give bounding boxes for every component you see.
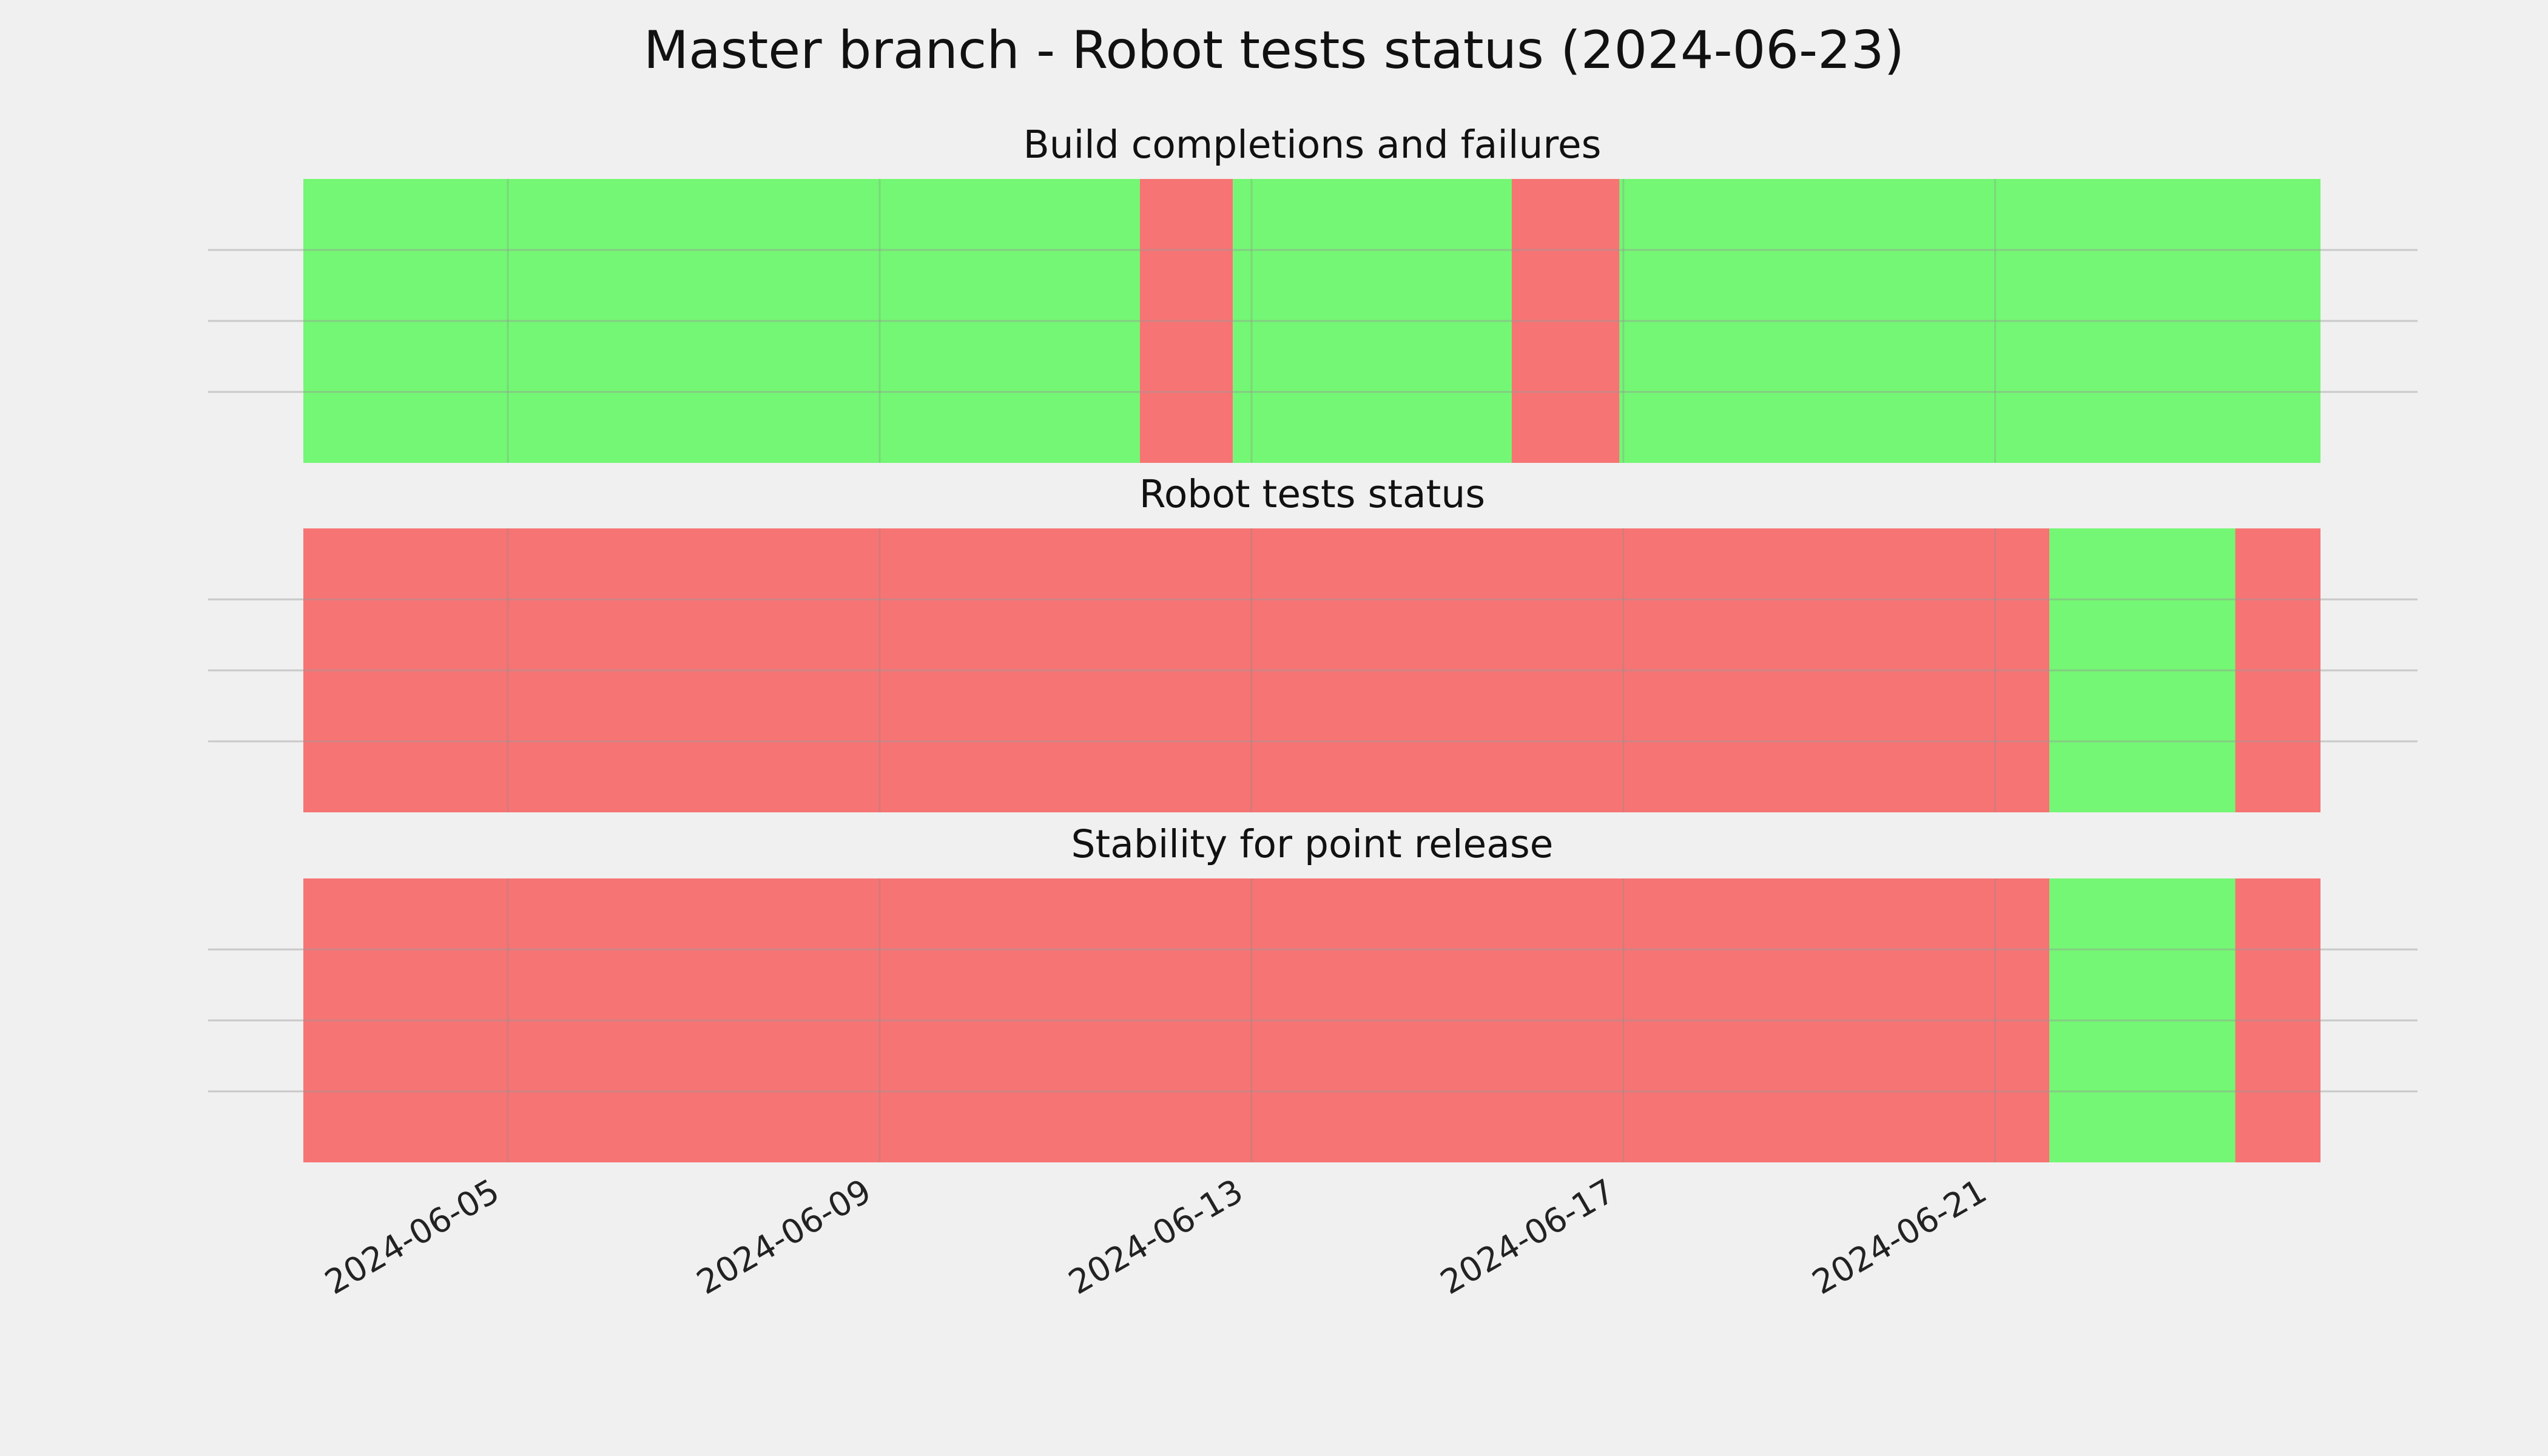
panel-robot-title: Robot tests status <box>1139 472 1485 516</box>
panel-build-grid <box>208 179 2418 463</box>
panel-robot: Robot tests status <box>208 472 2418 812</box>
panel-build: Build completions and failures <box>208 123 2418 463</box>
panel-stability-title: Stability for point release <box>1071 822 1554 866</box>
status-segment-fail <box>1511 179 1620 463</box>
panel-stability: Stability for point release <box>208 822 2418 1162</box>
panel-stability-segments <box>303 878 2320 1162</box>
panel-robot-segments <box>303 528 2320 812</box>
status-segment-pass <box>2049 878 2236 1162</box>
status-segment-pass <box>1619 179 2320 463</box>
panel-stability-grid <box>208 878 2418 1162</box>
status-segment-fail <box>1140 179 1233 463</box>
status-segment-fail <box>303 878 2050 1162</box>
status-segment-fail <box>2235 878 2320 1162</box>
status-segment-pass <box>1233 179 1512 463</box>
status-segment-pass <box>303 179 1140 463</box>
status-segment-fail <box>303 528 2050 812</box>
status-segment-pass <box>2049 528 2236 812</box>
panel-robot-grid <box>208 528 2418 812</box>
panel-build-segments <box>303 179 2320 463</box>
status-segment-fail <box>2235 528 2320 812</box>
panel-build-title: Build completions and failures <box>1023 123 1602 167</box>
chart-title: Master branch - Robot tests status (2024… <box>644 20 1904 81</box>
